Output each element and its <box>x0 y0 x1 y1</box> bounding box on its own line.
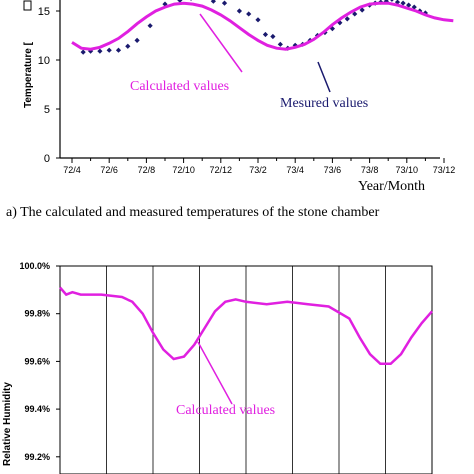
humidity-y-tick-label: 99.6% <box>24 356 50 366</box>
measured-point <box>344 16 350 22</box>
humidity-chart: 99.2% 99.4% 99.6% 99.8% 100.0% Relative Humi… <box>2 261 433 474</box>
measured-point <box>97 48 103 54</box>
measured-point <box>210 0 216 4</box>
humidity-y-tick-label: 100.0% <box>19 261 50 271</box>
calculated-series-line <box>71 1 454 51</box>
measured-point <box>352 11 358 17</box>
humidity-leader-line <box>197 341 233 405</box>
calculated-annotation: Calculated values <box>130 79 229 94</box>
temperature-chart: 0 5 10 15 72/4 72/6 72/8 72/10 72/12 73/2 73/4 73/… <box>6 0 455 220</box>
chart-a-caption: a) The calculated and measured temperatu… <box>6 205 380 220</box>
measured-point <box>221 0 228 6</box>
temperature-x-label: Year/Month <box>358 179 425 194</box>
measured-point <box>262 31 269 38</box>
temperature-x-tick-label: 72/12 <box>210 165 233 175</box>
measured-point <box>255 17 261 23</box>
measured-point <box>411 4 417 10</box>
humidity-y-ticks: 99.2% 99.4% 99.6% 99.8% 100.0% <box>19 261 60 462</box>
temperature-x-tick-label: 73/6 <box>324 165 342 175</box>
humidity-annotation: Calculated values <box>176 403 275 418</box>
humidity-y-tick-label: 99.4% <box>24 404 50 414</box>
measured-point <box>177 0 183 3</box>
humidity-calculated-line <box>59 286 433 366</box>
measured-point <box>236 8 242 14</box>
measured-point <box>277 41 283 47</box>
measured-point <box>134 37 140 43</box>
measured-point <box>80 49 86 55</box>
humidity-y-tick-label: 99.2% <box>24 452 50 462</box>
measured-point <box>106 47 112 53</box>
temperature-y-tick-label: 5 <box>44 104 50 116</box>
humidity-y-tick-label: 99.8% <box>24 309 50 319</box>
temperature-x-tick-label: 73/4 <box>286 165 304 175</box>
measured-point <box>406 2 412 8</box>
temperature-y-tick-label: 10 <box>38 55 50 67</box>
measured-point <box>337 20 343 26</box>
temperature-x-ticks: 72/4 72/6 72/8 72/10 72/12 73/2 73/4 73/6 73/8 73… <box>63 158 455 175</box>
unit-bracket-icon <box>23 0 32 11</box>
temperature-y-label: Temperature [ <box>23 41 34 108</box>
measured-leader-line <box>317 61 331 93</box>
temperature-x-tick-label: 72/10 <box>172 165 195 175</box>
temperature-x-tick-label: 72/4 <box>63 165 81 175</box>
temperature-y-ticks: 0 5 10 15 <box>38 6 60 165</box>
measured-point <box>270 33 276 40</box>
temperature-y-tick-label: 0 <box>44 153 50 165</box>
measured-point <box>246 11 252 17</box>
temperature-x-tick-label: 73/8 <box>361 165 379 175</box>
temperature-x-tick-label: 72/8 <box>138 165 156 175</box>
measured-point <box>390 0 394 2</box>
temperature-x-tick-label: 73/12 <box>433 165 456 175</box>
measured-point <box>190 0 192 1</box>
measured-point <box>125 43 131 49</box>
temperature-y-tick-label: 15 <box>38 6 50 18</box>
measured-point <box>394 0 401 5</box>
measured-point <box>147 23 153 29</box>
temperature-x-tick-label: 72/6 <box>100 165 118 175</box>
temperature-x-tick-label: 73/2 <box>249 165 267 175</box>
temperature-x-tick-label: 73/10 <box>396 165 419 175</box>
measured-point <box>329 26 335 32</box>
humidity-y-label: Relative Humidity <box>2 382 13 466</box>
measured-point <box>359 7 365 13</box>
calculated-leader-line <box>199 13 243 73</box>
measured-point <box>400 0 406 6</box>
humidity-vertical-grid <box>106 266 386 474</box>
measured-point <box>115 47 122 53</box>
measured-annotation: Mesured values <box>280 96 368 111</box>
measured-point <box>422 10 428 16</box>
measured-point <box>292 42 298 48</box>
